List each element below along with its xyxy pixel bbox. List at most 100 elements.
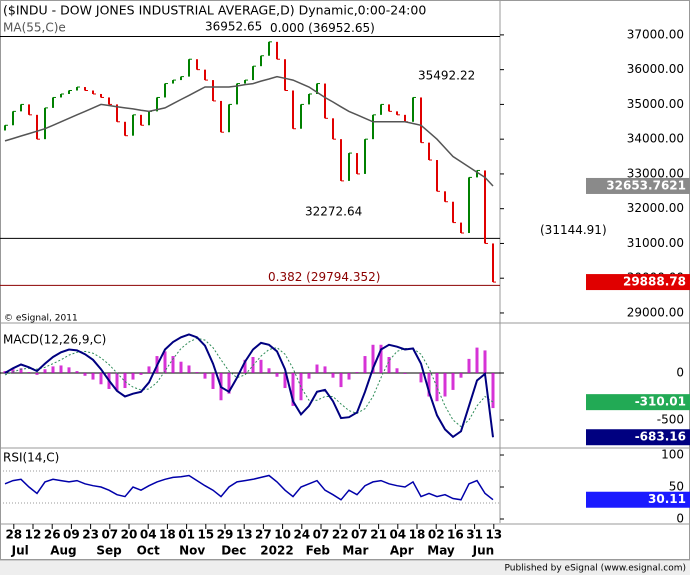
y-tick-label: 34000.00 <box>627 132 684 146</box>
price-bar <box>348 153 350 181</box>
y-tick-label: 0 <box>676 512 684 526</box>
price-bar <box>212 80 214 101</box>
histogram-bar <box>99 372 103 385</box>
histogram-bar <box>443 372 447 397</box>
annotation: 36952.65 <box>205 20 262 34</box>
histogram-bar <box>331 372 335 378</box>
histogram-bar <box>451 372 455 390</box>
price-bar <box>100 93 102 98</box>
x-tick-label: 29 <box>217 528 234 542</box>
footer: Published by eSignal (www.esignal.com) <box>504 564 686 574</box>
chart-title: ($INDU - DOW JONES INDUSTRIAL AVERAGE,D)… <box>3 3 426 18</box>
price-bar <box>340 139 342 181</box>
price-bar <box>28 104 30 115</box>
chart-title: MACD(12,26,9,C) <box>3 333 106 347</box>
month-label: Aug <box>50 544 76 558</box>
histogram-bar <box>243 359 247 373</box>
annotation: 35492.22 <box>418 69 475 83</box>
price-bar <box>244 80 246 84</box>
x-tick-label: 07 <box>313 528 330 542</box>
annotation: 32272.64 <box>305 205 362 219</box>
price-bar <box>276 41 278 60</box>
value-box <box>586 429 690 446</box>
x-tick-label: 02 <box>428 528 445 542</box>
value-label: 29888.78 <box>623 275 686 289</box>
price-bar <box>140 114 142 126</box>
histogram-bar <box>83 372 87 376</box>
value-label: -683.16 <box>635 430 686 444</box>
histogram-bar <box>259 359 263 373</box>
value-box <box>586 177 690 194</box>
histogram-bar <box>163 351 167 373</box>
histogram-bar <box>339 372 343 388</box>
histogram-bar <box>179 361 183 373</box>
histogram-bar <box>27 372 31 373</box>
histogram-bar <box>115 372 119 391</box>
month-label: Jun <box>472 544 495 558</box>
x-tick-label: 16 <box>447 528 464 542</box>
price-bar <box>68 90 70 94</box>
histogram-bar <box>171 356 175 373</box>
copyright: © eSignal, 2011 <box>4 314 78 324</box>
x-tick-label: 13 <box>485 528 502 542</box>
x-tick-label: 07 <box>351 528 368 542</box>
price-bar <box>84 87 86 91</box>
value-label: 32653.7621 <box>606 178 686 192</box>
macd-line <box>4 333 494 439</box>
price-bar <box>220 100 222 133</box>
month-label: Sep <box>96 544 122 558</box>
x-tick-label: 26 <box>44 528 61 542</box>
price-bar <box>44 107 46 140</box>
y-tick-label: 0 <box>676 365 684 379</box>
histogram-bar <box>459 372 463 378</box>
price-bar <box>252 66 254 81</box>
histogram-bar <box>67 367 71 373</box>
rsi-line <box>4 474 494 501</box>
price-bar <box>36 114 38 140</box>
price-bar <box>284 59 286 91</box>
y-tick-label: 33000.00 <box>627 166 684 180</box>
price-bar <box>324 83 326 119</box>
histogram-bar <box>147 366 151 373</box>
histogram-bar <box>195 372 199 373</box>
price-bar <box>332 118 334 140</box>
histogram-bar <box>475 347 479 373</box>
price-bar <box>484 170 486 244</box>
y-tick-label: 35000.00 <box>627 97 684 111</box>
x-tick-label: 15 <box>197 528 214 542</box>
price-bar <box>4 125 6 131</box>
price-bar <box>372 114 374 140</box>
price-bar <box>260 55 262 67</box>
y-tick-label: 29000.00 <box>627 305 684 319</box>
x-tick-label: 22 <box>332 528 349 542</box>
price-bar <box>60 93 62 98</box>
histogram-bar <box>291 372 295 406</box>
x-tick-label: 24 <box>293 528 310 542</box>
price-bar <box>308 93 310 105</box>
histogram-bar <box>379 344 383 373</box>
price-bar <box>108 97 110 105</box>
month-label: Dec <box>221 544 246 558</box>
price-bar <box>292 90 294 129</box>
price-bar <box>172 80 174 84</box>
histogram-bar <box>467 358 471 373</box>
histogram-bar <box>227 372 231 394</box>
x-tick-label: 20 <box>121 528 138 542</box>
histogram-bar <box>11 369 15 373</box>
price-bar <box>380 104 382 115</box>
month-label: Apr <box>390 544 414 558</box>
histogram-bar <box>267 368 271 373</box>
price-bar <box>92 90 94 94</box>
x-tick-label: 10 <box>274 528 291 542</box>
x-tick-label: 18 <box>159 528 176 542</box>
ma-line <box>4 75 494 187</box>
price-bar <box>404 114 406 122</box>
histogram-bar <box>91 372 95 380</box>
x-tick-label: 23 <box>82 528 99 542</box>
histogram-bar <box>139 372 143 375</box>
histogram-bar <box>355 372 359 373</box>
value-box <box>586 394 690 411</box>
price-bar <box>196 59 198 70</box>
y-tick-label: -500 <box>657 413 684 427</box>
